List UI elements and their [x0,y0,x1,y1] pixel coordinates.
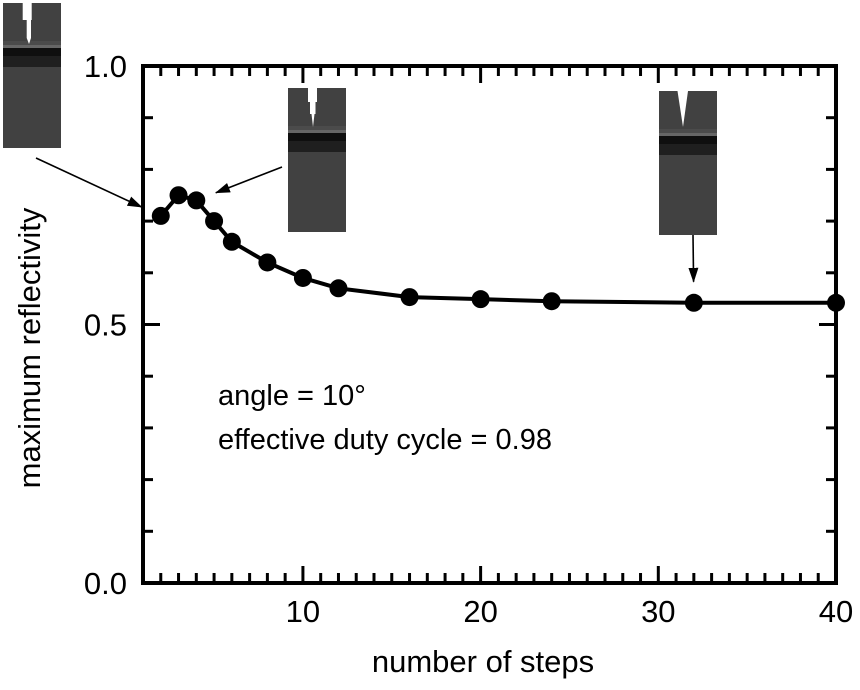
data-point-x12 [329,279,348,298]
inset-layer-dark [288,141,346,152]
data-line [159,192,836,305]
data-point-x3 [169,186,188,205]
data-point-x20 [471,290,490,309]
annotation-angle: angle = 10° [218,380,366,412]
data-point-x8 [258,253,277,272]
x-tick-label: 10 [286,594,320,629]
data-point-x2 [151,206,170,225]
y-tick-label: 1.0 [84,49,127,84]
inset-layer-black [288,133,346,141]
annotation-block: angle = 10° effective duty cycle = 0.98 [218,374,552,462]
inset-layer-light [3,41,61,45]
data-point-x6 [222,232,241,251]
data-point-x4 [187,191,206,210]
y-tick-label: 0.0 [84,566,127,601]
data-point-x16 [400,288,419,307]
x-tick-label: 30 [641,594,675,629]
data-point-x40 [827,293,845,312]
inset-layer-light [288,126,346,130]
inset-layer-black [659,136,717,144]
annotation-arrow-to-x2 [35,157,143,208]
data-point-x5 [205,212,224,231]
inset-groove-profile-v [659,91,717,235]
inset-layer-bright [3,45,61,48]
x-axis-title: number of steps [371,644,595,679]
data-point-x10 [293,268,312,287]
plot-frame [141,64,838,585]
x-tick-label: 40 [819,594,853,629]
inset-groove-profile-stepped [288,88,346,232]
inset-layer-dark [659,144,717,155]
y-axis-title: maximum reflectivity [12,207,47,489]
inset-layer-light [659,129,717,133]
annotation-duty-cycle: effective duty cycle = 0.98 [218,424,552,456]
inset-layer-black [3,48,61,56]
groove-notch-slot [22,3,32,44]
groove-notch-stepped [308,88,317,127]
inset-groove-profile-slot [3,3,61,148]
inset-layer-dark [3,56,61,67]
y-tick-label: 0.5 [84,308,127,343]
data-point-x32 [684,293,703,312]
data-point-x24 [542,292,561,311]
annotation-arrow-to-x32 [688,234,699,283]
x-tick-label: 20 [463,594,497,629]
groove-notch-v [677,91,688,127]
inset-layer-bright [288,130,346,133]
inset-layer-bright [659,133,717,136]
annotation-arrow-to-x4 [214,166,283,194]
